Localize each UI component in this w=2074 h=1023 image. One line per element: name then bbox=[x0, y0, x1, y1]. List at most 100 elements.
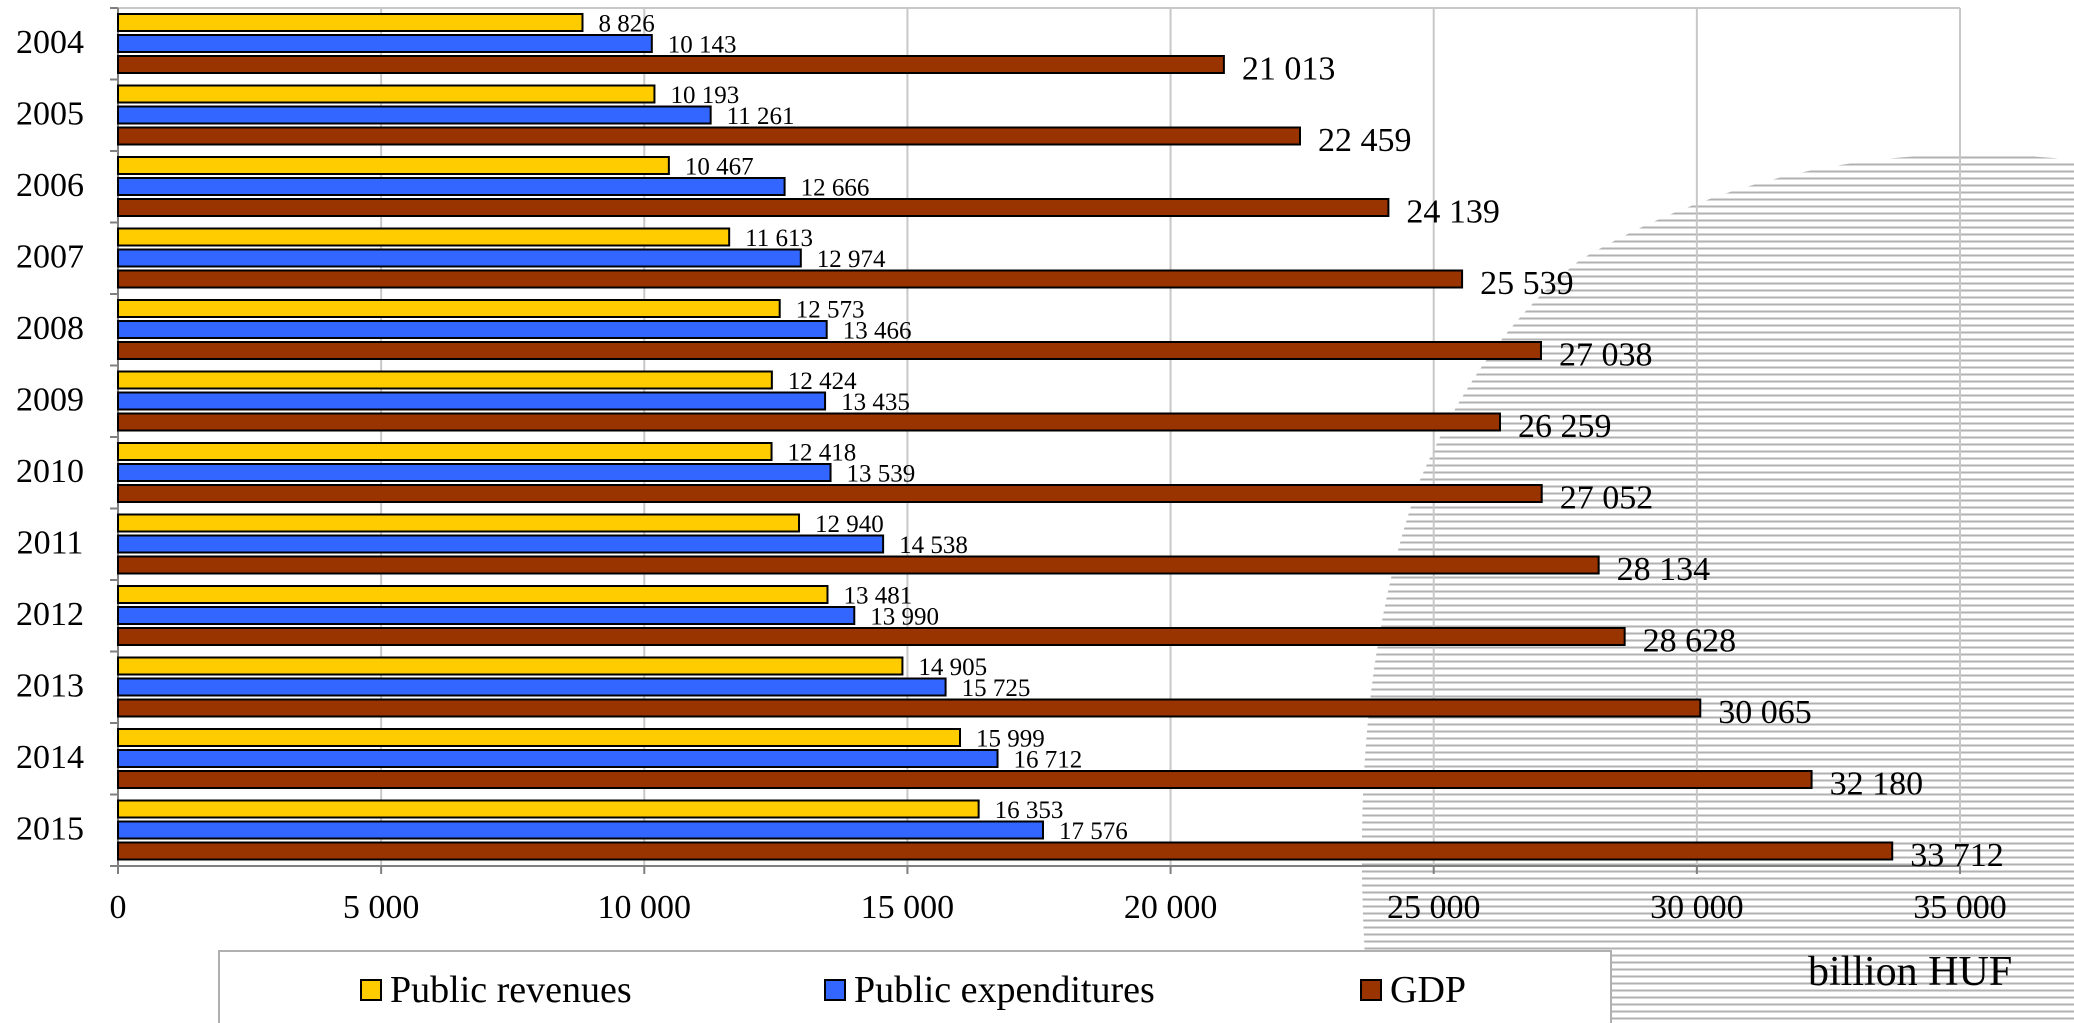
legend-swatch-revenues bbox=[360, 979, 382, 1001]
bar bbox=[117, 606, 856, 625]
data-label: 32 180 bbox=[1830, 766, 1924, 803]
y-tick-label: 2014 bbox=[16, 739, 84, 776]
bar bbox=[117, 820, 1044, 840]
y-tick-label: 2011 bbox=[17, 525, 84, 562]
bar bbox=[117, 841, 1894, 861]
data-label: 12 940 bbox=[815, 511, 884, 538]
legend-item-expenditures: Public expenditures bbox=[824, 968, 1155, 1012]
data-label: 14 538 bbox=[899, 532, 968, 559]
bar bbox=[117, 177, 786, 196]
y-tick-label: 2010 bbox=[16, 453, 84, 490]
bar bbox=[117, 770, 1813, 789]
data-label: 12 418 bbox=[788, 440, 857, 467]
bar bbox=[117, 13, 584, 32]
bar bbox=[117, 227, 731, 247]
legend-swatch-expenditures bbox=[824, 979, 846, 1001]
x-tick-label: 20 000 bbox=[1124, 889, 1218, 926]
data-label: 10 143 bbox=[668, 32, 737, 59]
y-tick-label: 2007 bbox=[16, 239, 84, 276]
bar bbox=[117, 391, 827, 411]
bar bbox=[117, 749, 999, 768]
data-label: 11 261 bbox=[727, 103, 795, 130]
bar bbox=[117, 269, 1464, 289]
data-label: 30 065 bbox=[1718, 694, 1812, 731]
bar bbox=[117, 299, 781, 318]
x-tick-label: 5 000 bbox=[343, 889, 420, 926]
y-tick-label: 2008 bbox=[16, 310, 84, 347]
x-tick-label: 30 000 bbox=[1650, 889, 1744, 926]
y-tick-label: 2012 bbox=[16, 596, 84, 633]
data-label: 22 459 bbox=[1318, 122, 1412, 159]
bar bbox=[117, 320, 828, 339]
data-label: 13 466 bbox=[843, 318, 912, 345]
bar bbox=[117, 677, 947, 697]
data-label: 16 712 bbox=[1014, 747, 1083, 774]
x-tick-label: 10 000 bbox=[598, 889, 692, 926]
bar bbox=[117, 463, 832, 482]
y-tick-label: 2005 bbox=[16, 96, 84, 133]
data-label: 10 467 bbox=[685, 154, 754, 181]
data-label: 13 539 bbox=[847, 461, 916, 488]
data-label: 28 628 bbox=[1643, 623, 1737, 660]
data-label: 33 712 bbox=[1910, 837, 2004, 874]
data-label: 17 576 bbox=[1059, 818, 1128, 845]
bar bbox=[117, 198, 1390, 217]
data-label: 24 139 bbox=[1406, 194, 1500, 231]
bar bbox=[117, 34, 653, 53]
y-tick-label: 2013 bbox=[16, 668, 84, 705]
bar bbox=[117, 627, 1626, 646]
x-tick-label: 35 000 bbox=[1913, 889, 2007, 926]
data-label: 13 481 bbox=[843, 583, 912, 610]
legend: Public revenues Public expenditures GDP bbox=[218, 950, 1612, 1023]
data-label: 14 905 bbox=[918, 654, 987, 681]
background-watermark bbox=[1361, 154, 2074, 1023]
data-label: 13 990 bbox=[870, 604, 939, 631]
bar bbox=[117, 84, 656, 104]
data-label: 21 013 bbox=[1242, 51, 1336, 88]
bar bbox=[117, 156, 670, 175]
data-label: 26 259 bbox=[1518, 408, 1612, 445]
bars-group bbox=[117, 13, 1894, 861]
axes: 0 5 000 10 000 15 000 20 000 25 000 30 000 35 0… bbox=[16, 7, 2007, 926]
bar bbox=[117, 412, 1501, 432]
data-label: 13 435 bbox=[841, 389, 910, 416]
data-label: 27 052 bbox=[1560, 480, 1654, 517]
data-label: 12 666 bbox=[801, 175, 870, 202]
legend-label-expenditures: Public expenditures bbox=[854, 969, 1155, 1011]
bar bbox=[117, 698, 1702, 718]
bar bbox=[117, 341, 1542, 360]
y-tick-label: 2015 bbox=[16, 811, 84, 848]
legend-item-gdp: GDP bbox=[1360, 968, 1466, 1012]
data-label: 15 999 bbox=[976, 726, 1045, 753]
bar bbox=[117, 728, 962, 747]
x-tick-label: 0 bbox=[110, 889, 127, 926]
y-tick-label: 2004 bbox=[16, 24, 84, 61]
legend-label-revenues: Public revenues bbox=[390, 969, 632, 1011]
data-label: 25 539 bbox=[1480, 265, 1574, 302]
bar bbox=[117, 555, 1600, 575]
x-tick-label: 15 000 bbox=[861, 889, 955, 926]
grid-lines bbox=[118, 7, 1961, 866]
bar bbox=[117, 484, 1543, 503]
data-label: 12 424 bbox=[788, 368, 857, 395]
bar bbox=[117, 126, 1301, 146]
data-label: 27 038 bbox=[1559, 337, 1653, 374]
y-tick-label: 2006 bbox=[16, 167, 84, 204]
bar bbox=[117, 442, 773, 461]
data-label: 12 974 bbox=[817, 246, 886, 273]
data-label: 10 193 bbox=[670, 82, 739, 109]
data-label: 28 134 bbox=[1617, 551, 1711, 588]
bar bbox=[117, 248, 802, 268]
bar bbox=[117, 55, 1225, 74]
legend-label-gdp: GDP bbox=[1390, 969, 1467, 1011]
data-label: 12 573 bbox=[796, 297, 865, 324]
data-label: 16 353 bbox=[995, 797, 1064, 824]
bar bbox=[117, 370, 773, 390]
y-tick-label: 2009 bbox=[16, 382, 84, 419]
bar bbox=[117, 656, 904, 676]
data-label: 15 725 bbox=[962, 675, 1031, 702]
bar bbox=[117, 799, 980, 819]
bar bbox=[117, 585, 829, 604]
